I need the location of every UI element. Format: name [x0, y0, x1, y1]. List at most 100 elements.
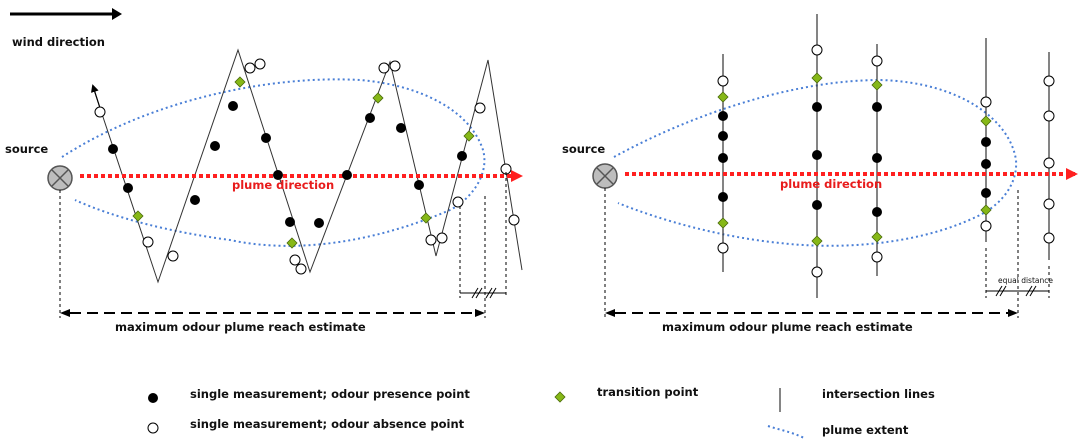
absence-point [167, 250, 179, 262]
transition-point [871, 231, 883, 243]
legend-presence-label: single measurement; odour presence point [190, 387, 470, 401]
wind-direction-label: wind direction [12, 35, 105, 49]
absence-point [295, 263, 307, 275]
absence-point [717, 75, 729, 87]
absence-point [1043, 75, 1055, 87]
absence-point [452, 196, 464, 208]
absence-point [378, 62, 390, 74]
right-diagram-transects: source plume direction [562, 14, 1078, 334]
transition-point [286, 237, 298, 249]
absence-point [717, 242, 729, 254]
presence-point [261, 133, 271, 143]
legend-presence-symbol [148, 393, 158, 403]
absence-point [1043, 232, 1055, 244]
transition-point [980, 204, 992, 216]
plume-direction-label-left: plume direction [232, 178, 334, 192]
absence-point [425, 234, 437, 246]
presence-point [210, 141, 220, 151]
presence-point [314, 218, 324, 228]
absence-point [1043, 157, 1055, 169]
presence-point [718, 131, 728, 141]
right-transition-points [717, 72, 992, 247]
source-point-right [592, 163, 618, 189]
absence-point [871, 55, 883, 67]
right-presence-points [718, 102, 991, 217]
presence-point [981, 137, 991, 147]
transition-point [811, 72, 823, 84]
source-label-right: source [562, 142, 605, 156]
plume-direction-label-right: plume direction [780, 177, 882, 191]
presence-point [108, 144, 118, 154]
presence-point [812, 102, 822, 112]
absence-point [389, 60, 401, 72]
transition-point [717, 91, 729, 103]
presence-point [396, 123, 406, 133]
transition-point [463, 130, 475, 142]
presence-point [414, 180, 424, 190]
plume-extent-left [61, 78, 486, 247]
transition-point [234, 76, 246, 88]
right-absence-points [717, 44, 1055, 278]
absence-point [811, 44, 823, 56]
absence-point [1043, 198, 1055, 210]
max-reach-arrow-right [605, 309, 1018, 317]
zigzag-transect [93, 48, 523, 284]
transition-point [871, 79, 883, 91]
wind-direction-indicator: wind direction [10, 8, 122, 49]
max-reach-arrow-left [60, 309, 485, 317]
absence-point [436, 232, 448, 244]
presence-point [273, 170, 283, 180]
presence-point [812, 150, 822, 160]
absence-point [871, 251, 883, 263]
absence-point [811, 266, 823, 278]
presence-point [981, 188, 991, 198]
presence-point [285, 217, 295, 227]
left-diagram-zigzag: source plume direction [5, 48, 523, 334]
presence-point [981, 159, 991, 169]
presence-point [718, 192, 728, 202]
absence-point [244, 62, 256, 74]
presence-point [718, 153, 728, 163]
wind-arrow-head [112, 8, 122, 20]
left-absence-points [94, 58, 520, 275]
legend: single measurement; odour presence point… [147, 385, 935, 439]
absence-point [980, 96, 992, 108]
transition-point [420, 212, 432, 224]
max-reach-label-right: maximum odour plume reach estimate [662, 320, 913, 334]
legend-transition-symbol [554, 391, 566, 403]
transition-point [372, 92, 384, 104]
transition-point [811, 235, 823, 247]
presence-point [872, 102, 882, 112]
presence-point [228, 101, 238, 111]
absence-point [1043, 110, 1055, 122]
legend-plume-extent-label: plume extent [822, 423, 909, 437]
legend-intersection-label: intersection lines [822, 387, 935, 401]
left-transition-points [132, 76, 475, 249]
absence-point [980, 220, 992, 232]
presence-point [872, 153, 882, 163]
presence-point [718, 111, 728, 121]
source-point-left [47, 165, 73, 191]
absence-point [474, 102, 486, 114]
transition-point [132, 210, 144, 222]
presence-point [457, 151, 467, 161]
transition-point [980, 115, 992, 127]
intersection-lines [722, 14, 1050, 298]
legend-plume-extent-symbol [767, 425, 805, 439]
max-reach-label-left: maximum odour plume reach estimate [115, 320, 366, 334]
absence-point [289, 254, 301, 266]
presence-point [872, 207, 882, 217]
absence-point [94, 106, 106, 118]
legend-transition-label: transition point [597, 385, 699, 399]
presence-point [812, 200, 822, 210]
presence-point [365, 113, 375, 123]
presence-point [123, 183, 133, 193]
left-presence-points [108, 101, 467, 228]
absence-point [254, 58, 266, 70]
presence-point [190, 195, 200, 205]
equal-distance-label: equal distance [998, 276, 1053, 285]
source-label-left: source [5, 142, 48, 156]
legend-absence-symbol [147, 422, 159, 434]
right-dimension-lines [604, 188, 1050, 318]
